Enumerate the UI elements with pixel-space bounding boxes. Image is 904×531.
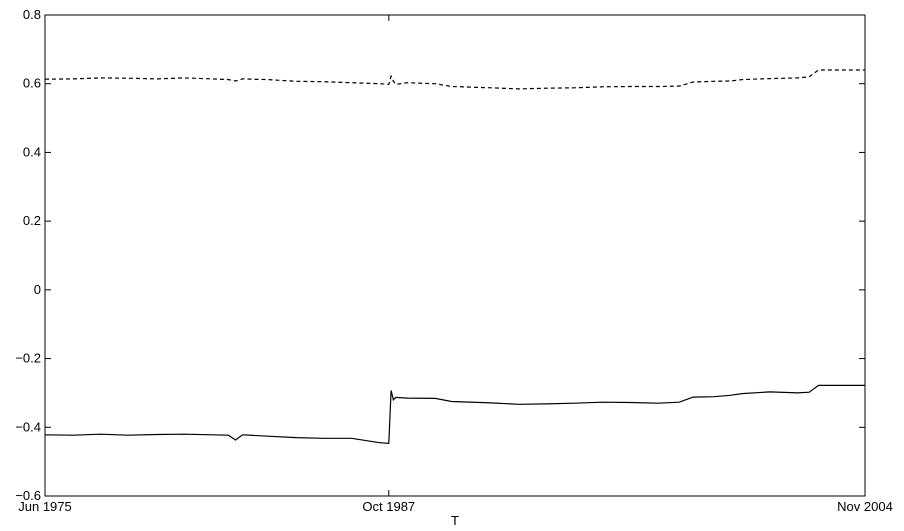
series-line-solid xyxy=(44,384,865,445)
plot-frame xyxy=(44,14,866,497)
y-tick-label: 0.4 xyxy=(23,144,41,159)
y-tick-label: −0.6 xyxy=(15,488,41,503)
y-tick-label: 0 xyxy=(34,282,41,297)
y-tick-label: 0.2 xyxy=(23,213,41,228)
x-tick-label: Nov 2004 xyxy=(837,499,893,514)
series-line-dashed xyxy=(44,69,865,90)
y-tick-label: 0.6 xyxy=(23,76,41,91)
x-axis-title: T xyxy=(451,513,459,528)
y-tick-label: −0.4 xyxy=(15,419,41,434)
y-tick-label: 0.8 xyxy=(23,7,41,22)
x-axis: Jun 1975 Oct 1987 Nov 2004 xyxy=(18,15,893,514)
plot-border xyxy=(44,14,866,497)
y-axis: −0.6 −0.4 −0.2 0 0.2 0.4 0.6 0.8 xyxy=(15,7,865,503)
x-tick-label: Jun 1975 xyxy=(18,499,72,514)
x-tick-label: Oct 1987 xyxy=(362,499,415,514)
series-layer xyxy=(44,69,865,445)
y-tick-label: −0.2 xyxy=(15,351,41,366)
